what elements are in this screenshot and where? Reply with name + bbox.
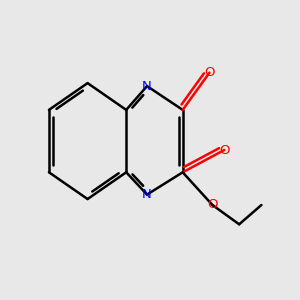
Text: N: N — [142, 80, 152, 93]
Text: O: O — [219, 143, 230, 157]
Text: N: N — [142, 188, 152, 201]
Text: O: O — [207, 199, 218, 212]
Text: O: O — [204, 66, 215, 79]
